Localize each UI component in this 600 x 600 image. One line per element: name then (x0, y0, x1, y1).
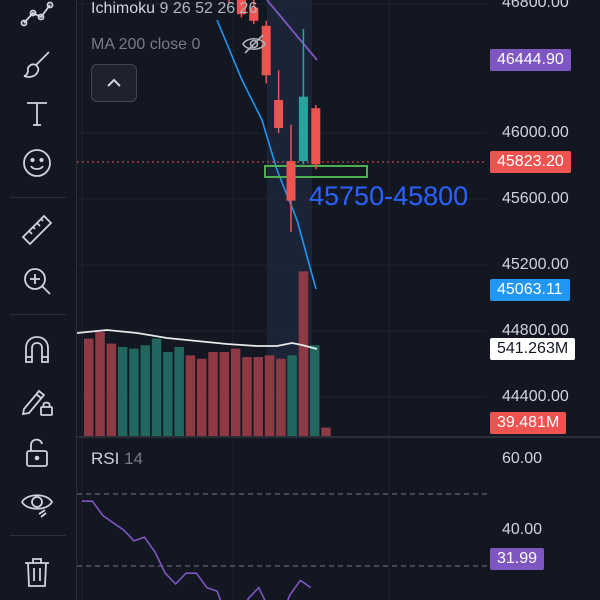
volume-bar (276, 358, 286, 436)
volume-bar (197, 358, 207, 436)
volume-bars (84, 271, 331, 436)
volume-bar (129, 348, 139, 436)
price-tick: 44400.00 (502, 388, 569, 405)
rsi-value-badge: 31.99 (490, 548, 545, 570)
price-tick: 46800.00 (502, 0, 569, 11)
volume-bar (321, 427, 331, 436)
ichimoku-line (266, 0, 318, 61)
ruler-icon (21, 214, 53, 246)
rsi-length: 14 (124, 449, 143, 468)
rsi-legend[interactable]: RSI 14 (91, 449, 143, 469)
lock-drawing-tool[interactable] (14, 381, 60, 421)
drawing-toolbar (0, 0, 77, 600)
ichimoku-name: Ichimoku (91, 0, 156, 17)
chart-area[interactable]: Ichimoku 9 26 52 26 26 MA 200 close 0 46… (77, 0, 600, 600)
magnet-tool[interactable] (14, 330, 60, 370)
volume-bar (264, 355, 275, 436)
ma-legend[interactable]: MA 200 close 0 (91, 36, 200, 54)
trend-line-icon (20, 1, 54, 27)
toolbar-separator (10, 197, 66, 198)
volume-bar (230, 348, 241, 436)
volume-ma-badge: 541.263M (490, 338, 576, 360)
text-icon (27, 102, 47, 126)
unlock-tool[interactable] (14, 432, 60, 472)
brush-icon (23, 51, 50, 78)
volume-bar (163, 352, 173, 436)
candle-body (261, 25, 271, 76)
emoji-tool[interactable] (14, 143, 60, 183)
candle-body (249, 7, 259, 21)
show-hide-tool[interactable] (14, 482, 60, 522)
candle-body (311, 108, 321, 165)
candle-body (298, 96, 308, 162)
eye-icon (20, 494, 54, 518)
rsi-line (82, 500, 312, 600)
ma-value-badge: 45063.11 (490, 279, 570, 301)
ruler-tool[interactable] (14, 210, 60, 250)
volume-bar (287, 355, 297, 436)
candle-body (286, 161, 296, 201)
volume-bar (253, 357, 263, 436)
pane-divider[interactable] (77, 436, 600, 438)
volume-bar (140, 345, 150, 436)
ichimoku-params: 9 26 52 26 26 (159, 0, 258, 17)
rsi-tick: 60.00 (502, 450, 543, 467)
candles (228, 0, 321, 232)
price-tick: 45200.00 (502, 256, 569, 273)
volume-bar (151, 338, 162, 436)
eye-off-icon[interactable] (241, 33, 267, 55)
zoom-in-tool[interactable] (14, 261, 60, 301)
zoom-in-icon (24, 268, 51, 295)
volume-bar (298, 271, 309, 436)
volume-bar (117, 346, 128, 436)
volume-bar (174, 346, 184, 436)
brush-tool[interactable] (14, 44, 60, 84)
delete-tool[interactable] (14, 552, 60, 592)
toolbar-separator (10, 535, 66, 536)
price-chart[interactable] (77, 0, 600, 600)
emoji-icon (23, 149, 51, 177)
volume-badge: 39.481M (490, 412, 567, 434)
lock-drawing-icon (21, 389, 53, 416)
toolbar-separator (10, 314, 66, 315)
magnet-icon (25, 336, 49, 363)
volume-ma-line (77, 329, 318, 350)
volume-bar (185, 355, 196, 436)
volume-bar (95, 331, 105, 436)
ma-name: MA 200 close 0 (91, 36, 201, 53)
unlock-icon (26, 438, 48, 467)
price-range-annotation[interactable]: 45750-45800 (309, 181, 469, 211)
ma-line (216, 19, 317, 290)
trash-icon (25, 558, 49, 587)
rsi-tick: 40.00 (502, 521, 543, 538)
price-tick: 46000.00 (502, 124, 569, 141)
chevron-up-icon (107, 78, 121, 87)
candle-body (236, 0, 246, 15)
volume-bar (84, 338, 94, 436)
text-tool[interactable] (14, 93, 60, 133)
ichimoku-legend[interactable]: Ichimoku 9 26 52 26 26 (91, 0, 257, 18)
price-tick: 45600.00 (502, 190, 569, 207)
volume-bar (208, 352, 218, 436)
rsi-name: RSI (91, 449, 120, 468)
current-price-badge: 45823.20 (490, 151, 571, 173)
ichimoku-value-badge: 46444.90 (490, 49, 571, 71)
collapse-legend-button[interactable] (91, 64, 137, 102)
volume-bar (106, 343, 117, 436)
price-tick: 44800.00 (502, 322, 569, 339)
volume-bar (242, 357, 252, 436)
volume-bar (219, 352, 230, 436)
candle-body (274, 100, 284, 129)
volume-bar (310, 345, 320, 436)
trend-line-tool[interactable] (14, 0, 60, 33)
